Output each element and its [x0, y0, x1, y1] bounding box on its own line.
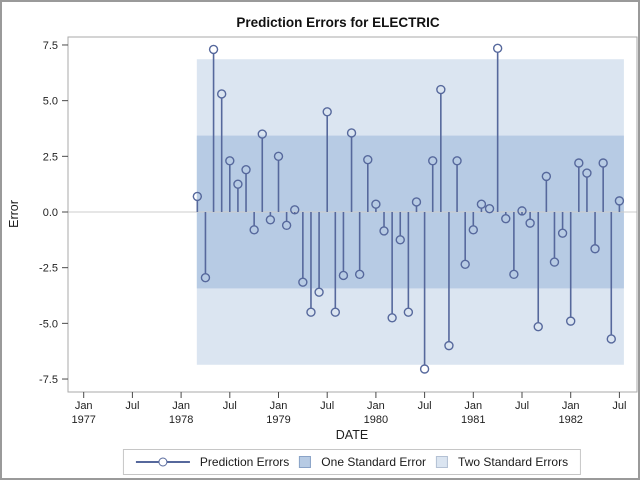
x-tick-month-label: Jul — [612, 400, 626, 412]
prediction-errors-marker-icon — [135, 457, 190, 467]
y-tick-label: -7.5 — [39, 374, 58, 386]
y-tick-label: 0.0 — [43, 207, 58, 219]
plot-frame — [67, 36, 638, 393]
data-point-marker — [241, 164, 251, 175]
data-point-marker — [566, 316, 576, 326]
x-tick-month-label: Jan — [464, 400, 482, 412]
data-point-marker — [322, 107, 332, 117]
two-std-errors-swatch-icon — [436, 456, 449, 468]
data-point-marker — [525, 218, 535, 228]
data-point-marker — [598, 158, 608, 168]
data-point-marker — [444, 340, 454, 351]
plot-area-border — [67, 36, 638, 393]
one-std-error-swatch-icon — [299, 456, 312, 468]
x-tick-month-label: Jan — [172, 400, 190, 412]
x-axis-title: DATE — [336, 428, 368, 442]
data-point-marker — [314, 287, 324, 297]
data-point-marker — [225, 156, 235, 166]
data-point-marker — [354, 269, 365, 280]
data-point-marker — [330, 307, 341, 317]
x-tick-month-label: Jul — [320, 400, 334, 412]
data-point-marker — [509, 269, 519, 280]
data-point-marker — [216, 89, 227, 99]
data-point-marker — [606, 334, 616, 344]
data-point-marker — [363, 154, 373, 165]
x-tick-year-label: 1977 — [71, 414, 95, 426]
data-point-marker — [281, 220, 292, 231]
data-point-marker — [233, 179, 243, 189]
x-tick-month-label: Jul — [418, 400, 432, 412]
data-point-marker — [582, 168, 592, 178]
data-point-marker — [306, 307, 316, 317]
legend-label-two-standard-errors: Two Standard Errors — [458, 455, 569, 469]
y-axis-title: Error — [7, 200, 21, 228]
legend-label-prediction-errors: Prediction Errors — [199, 455, 290, 469]
x-tick-month-label: Jan — [270, 400, 288, 412]
prediction-error-needles — [192, 43, 625, 374]
x-tick-month-label: Jan — [562, 400, 580, 412]
y-tick-label: 2.5 — [43, 151, 58, 163]
x-axis: Jan 1977 Jul Jan 1978 Jul Jan 1979 Jul Jan 1980 Jul… — [71, 392, 626, 426]
y-tick-label: -2.5 — [39, 263, 58, 275]
data-point-marker — [484, 203, 495, 214]
data-point-marker — [492, 43, 503, 54]
x-tick-year-label: 1981 — [461, 414, 485, 426]
y-axis: 7.5 5.0 2.5 0.0 -2.5 -5.0 -7.5 — [39, 40, 68, 386]
chart-legend: Prediction Errors One Standard Error Two… — [122, 449, 582, 475]
data-point-marker — [387, 313, 397, 323]
data-point-marker — [428, 156, 438, 166]
data-point-marker — [460, 259, 470, 270]
data-point-marker — [395, 235, 405, 245]
x-tick-year-label: 1980 — [364, 414, 388, 426]
x-tick-month-label: Jul — [223, 400, 237, 412]
legend-label-one-standard-error: One Standard Error — [321, 455, 427, 469]
data-point-marker — [403, 307, 414, 317]
y-tick-label: 5.0 — [43, 96, 58, 108]
data-point-marker — [590, 244, 600, 254]
x-tick-month-label: Jan — [75, 400, 93, 412]
data-point-marker — [290, 205, 300, 215]
data-point-marker — [338, 270, 349, 281]
data-point-marker — [436, 84, 446, 95]
data-point-marker — [419, 364, 430, 374]
x-tick-month-label: Jul — [125, 400, 139, 412]
data-point-marker — [517, 206, 527, 216]
x-tick-month-label: Jul — [515, 400, 529, 412]
data-point-marker — [557, 228, 568, 238]
y-tick-label: 7.5 — [43, 40, 58, 52]
data-point-marker — [614, 196, 625, 206]
data-point-marker — [468, 225, 479, 235]
data-point-marker — [574, 158, 584, 168]
data-point-marker — [346, 128, 357, 138]
data-point-marker — [533, 321, 543, 332]
data-point-marker — [541, 171, 552, 182]
data-point-marker — [452, 156, 462, 166]
data-point-marker — [298, 277, 308, 287]
data-point-marker — [200, 272, 211, 283]
data-point-marker — [549, 257, 560, 267]
data-point-marker — [249, 225, 259, 235]
data-point-marker — [273, 151, 284, 162]
x-tick-year-label: 1982 — [558, 414, 582, 426]
x-tick-month-label: Jan — [367, 400, 385, 412]
data-point-marker — [371, 199, 381, 209]
chart-title: Prediction Errors for ELECTRIC — [236, 15, 440, 30]
data-point-marker — [501, 213, 511, 224]
data-point-marker — [265, 215, 276, 225]
data-point-marker — [208, 44, 219, 55]
data-point-marker — [476, 199, 487, 209]
x-tick-year-label: 1978 — [169, 414, 193, 426]
data-point-marker — [192, 191, 203, 202]
data-point-marker — [411, 197, 422, 207]
data-point-marker — [379, 226, 389, 236]
y-tick-label: -5.0 — [39, 318, 58, 330]
x-tick-year-label: 1979 — [266, 414, 290, 426]
data-point-marker — [257, 129, 267, 139]
